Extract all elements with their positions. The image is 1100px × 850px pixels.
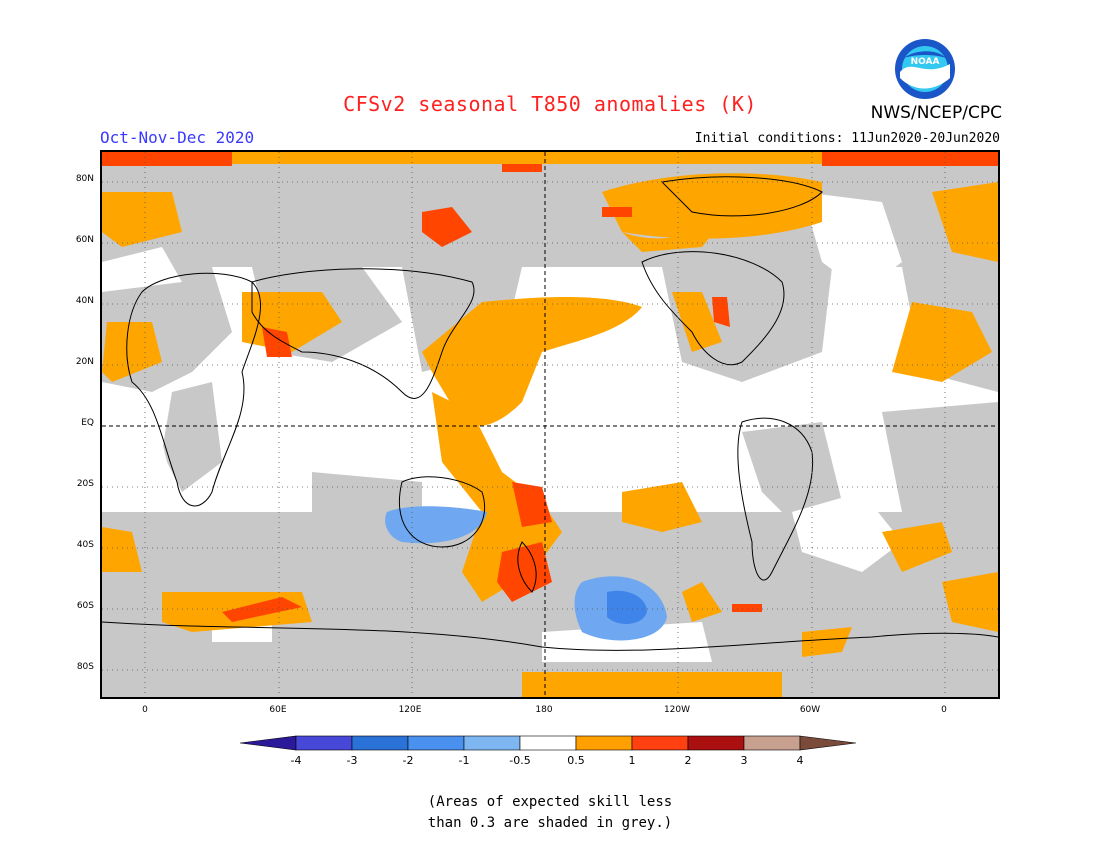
colorbar-segment [631,735,689,751]
colorbar-label: -3 [347,754,358,767]
longitude-label: 180 [535,705,553,715]
strong-warm-anomaly-areas [102,152,998,622]
anomaly-map [100,150,1000,699]
longitude-label: 60E [269,705,287,715]
colorbar-label: 1 [629,754,636,767]
latitude-label: 60N [75,235,94,245]
colorbar-segment [295,735,353,751]
longitude-label: 60W [799,705,821,715]
chart-title: CFSv2 seasonal T850 anomalies (K) [343,92,757,116]
colorbar-segment [407,735,465,751]
latitude-label: 40N [75,296,94,306]
latitude-label: EQ [81,418,94,428]
cool-anomaly-areas [385,506,667,641]
colorbar-segment [463,735,521,751]
colorbar-label: -1 [459,754,470,767]
skill-note: (Areas of expected skill less than 0.3 a… [0,792,1100,834]
latitude-label: 20S [76,479,94,489]
skill-note-line1: (Areas of expected skill less [427,794,673,810]
colorbar-segment [519,735,577,751]
colorbar-label: -2 [403,754,414,767]
graticule-lines [102,152,998,697]
coastlines [102,176,998,651]
colorbar-svg: -4 -3 -2 -1 -0.5 0.5 1 2 3 4 [239,735,857,767]
colorbar-segment [687,735,745,751]
noaa-logo: NOAA [894,38,956,100]
svg-text:NOAA: NOAA [911,57,940,67]
colorbar-min-arrow [239,735,297,751]
colorbar-legend: -4 -3 -2 -1 -0.5 0.5 1 2 3 4 [239,732,870,776]
colorbar-label: -4 [291,754,302,767]
colorbar-segment [743,735,801,751]
initial-conditions: Initial conditions: 11Jun2020-20Jun2020 [694,131,1000,146]
latitude-label: 60S [76,601,94,611]
latitude-label: 20N [75,357,94,367]
colorbar-label: -0.5 [509,754,530,767]
colorbar-max-arrow [799,735,857,751]
latitude-label: 80S [76,662,94,672]
colorbar-label: 2 [685,754,692,767]
longitude-label: 0 [142,705,148,715]
latitude-label: 80N [75,174,94,184]
colorbar-segment [575,735,633,751]
colorbar-segment [351,735,409,751]
anomaly-map-svg [102,152,998,697]
agency-label: NWS/NCEP/CPC [870,103,1002,123]
colorbar-label: 3 [741,754,748,767]
longitude-label: 120W [663,705,691,715]
forecast-period: Oct-Nov-Dec 2020 [100,128,255,147]
latitude-label: 40S [76,540,94,550]
longitude-label: 120E [398,705,422,715]
longitude-label: 0 [941,705,947,715]
neutral-regions [102,192,902,662]
equator-dateline [102,152,998,697]
colorbar-label: 4 [797,754,804,767]
colorbar-label: 0.5 [567,754,585,767]
skill-note-line2: than 0.3 are shaded in grey.) [427,815,673,831]
